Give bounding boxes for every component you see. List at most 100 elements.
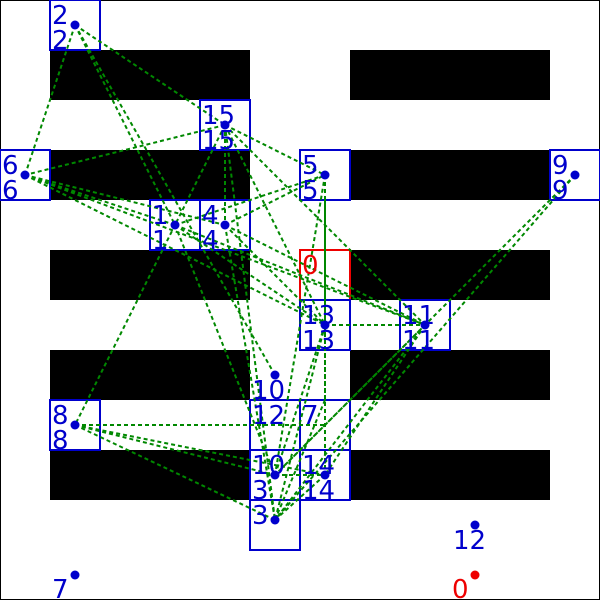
obstacle-2: [350, 50, 550, 100]
edge: [74, 424, 276, 476]
edge: [74, 24, 226, 126]
box-4-label-top: 4: [202, 201, 219, 231]
edge: [24, 174, 426, 326]
edge: [24, 174, 176, 226]
obstacle-3: [50, 150, 250, 200]
box-15-label-top: 15: [202, 101, 235, 131]
node-3-dot: [270, 515, 280, 525]
edge: [224, 224, 326, 326]
box-13-label-bottom: 13: [302, 326, 335, 356]
box-11-label-bottom: 11: [402, 326, 435, 356]
box-8-label-top: 8: [52, 401, 69, 431]
box-13-label-top: 13: [302, 301, 335, 331]
obstacles: [50, 50, 550, 500]
box-11: [399, 299, 451, 351]
obstacle-4: [350, 150, 550, 200]
node-11-dot: [420, 320, 430, 330]
box-1-label-top: 1: [152, 201, 169, 231]
edge: [24, 174, 226, 226]
edge: [274, 174, 326, 476]
obstacle-10: [350, 450, 550, 500]
node-10-dot: [270, 470, 280, 480]
obstacle-5: [50, 250, 250, 300]
box-14-label-bottom: 14: [302, 476, 335, 506]
box-9-label-top: 9: [552, 151, 569, 181]
box-14-label-top: 14: [302, 451, 335, 481]
edge: [224, 224, 276, 521]
box-3-label-top: 3: [252, 476, 269, 506]
edge: [324, 324, 426, 476]
node-13-dot: [320, 320, 330, 330]
box-3: [249, 499, 301, 551]
obstacle-7: [50, 350, 250, 400]
box-2: [49, 0, 101, 51]
edge: [274, 474, 326, 521]
edge: [274, 324, 426, 521]
node-7-goal-dot: [70, 570, 80, 580]
box-10-label: 10: [252, 451, 285, 481]
edge: [174, 224, 426, 326]
edges: [24, 24, 576, 521]
node-8-dot: [70, 420, 80, 430]
goal-7-label: 7: [52, 575, 69, 600]
box-9-label-bottom: 9: [552, 176, 569, 206]
box-6-label-top: 6: [2, 151, 19, 181]
obstacle-6: [350, 250, 550, 300]
box-0-label: 0: [302, 251, 319, 281]
node-6-dot: [20, 170, 30, 180]
obstacle-8: [350, 350, 550, 400]
edge: [224, 124, 326, 326]
node-14-dot: [320, 470, 330, 480]
edge: [274, 324, 426, 476]
box-12-label: 12: [252, 401, 285, 431]
node-4-dot: [220, 220, 230, 230]
edge: [274, 324, 326, 521]
edge: [24, 124, 226, 176]
box-1-label-bottom: 1: [152, 226, 169, 256]
node-12-goal-dot: [470, 520, 480, 530]
box-11-label-top: 11: [402, 301, 435, 331]
box-2-label-bottom: 2: [52, 26, 69, 56]
edge: [274, 174, 576, 521]
box-6: [0, 149, 51, 201]
box-4-label-bottom: 4: [202, 226, 219, 256]
goal-10-label: 10: [252, 376, 285, 406]
box-9: [549, 149, 600, 201]
goal-0-label: 0: [452, 575, 469, 600]
edge: [74, 224, 176, 426]
node-10-goal-dot: [270, 370, 280, 380]
node-2-dot: [70, 20, 80, 30]
goal-12-label: 12: [453, 526, 486, 556]
edge: [224, 224, 426, 326]
obstacle-9: [50, 450, 250, 500]
node-1-dot: [170, 220, 180, 230]
node-5-dot: [320, 170, 330, 180]
box-5-label-bottom: 5: [302, 176, 319, 206]
node-9-dot: [570, 170, 580, 180]
nodes: [20, 20, 580, 580]
box-6-label-bottom: 6: [2, 176, 19, 206]
box-15-label-bottom: 15: [202, 126, 235, 156]
node-0-goal-dot: [470, 570, 480, 580]
edge: [274, 324, 326, 476]
box-5-label-top: 5: [302, 151, 319, 181]
edge: [224, 174, 326, 226]
edge: [174, 224, 326, 326]
edge: [224, 124, 326, 176]
edge: [274, 399, 326, 521]
box-2-label-top: 2: [52, 1, 69, 31]
node-15-dot: [220, 120, 230, 130]
obstacle-1: [50, 50, 250, 100]
labels: 2 2 15 15 6 6 5 5 9 9 1 1 4 4 0 13 13 11…: [2, 1, 569, 600]
edge: [24, 24, 76, 176]
box-3-label-bottom: 3: [252, 501, 269, 531]
box-8-label-bottom: 8: [52, 426, 69, 456]
box-7-label: 7: [302, 401, 319, 431]
edge: [174, 224, 276, 476]
edge: [74, 424, 326, 476]
edge: [74, 424, 276, 521]
edge: [174, 174, 326, 226]
edge: [174, 124, 226, 226]
